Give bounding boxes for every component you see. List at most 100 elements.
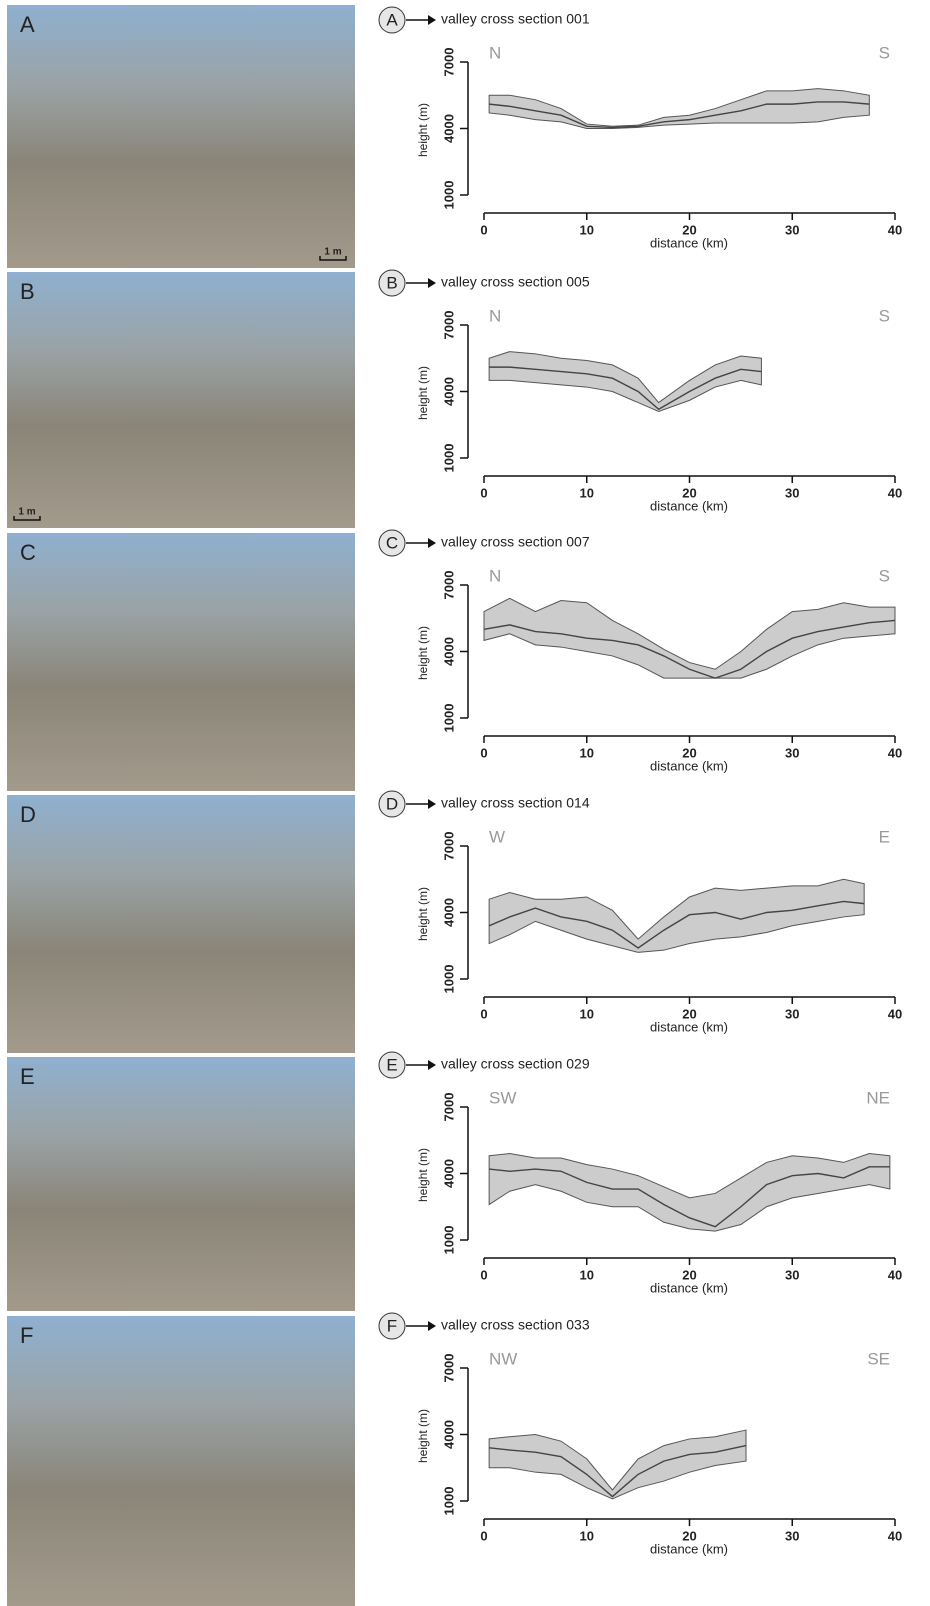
y-tick-label: 1000: [441, 1487, 456, 1516]
direction-left: N: [489, 43, 501, 62]
y-tick-label: 7000: [441, 571, 456, 600]
x-tick-label: 10: [580, 222, 594, 237]
x-tick-label: 0: [480, 1528, 487, 1543]
x-tick-label: 0: [480, 485, 487, 500]
direction-left: W: [489, 827, 505, 846]
direction-right: E: [879, 827, 890, 846]
chart-title: valley cross section 007: [441, 534, 590, 550]
y-tick-label: 1000: [441, 1226, 456, 1255]
chart-title: valley cross section 005: [441, 274, 590, 290]
photo-letter: B: [20, 279, 35, 304]
x-tick-label: 40: [888, 745, 902, 760]
x-axis-label: distance (km): [650, 758, 728, 773]
direction-right: SE: [867, 1349, 890, 1368]
chart-title: valley cross section 001: [441, 11, 590, 27]
direction-left: N: [489, 306, 501, 325]
x-axis-label: distance (km): [650, 498, 728, 513]
photo-letter: C: [20, 540, 36, 565]
y-tick-label: 4000: [441, 637, 456, 666]
x-tick-label: 40: [888, 1528, 902, 1543]
photo-letter: E: [20, 1064, 35, 1089]
x-tick-label: 30: [785, 1528, 799, 1543]
direction-left: SW: [489, 1088, 516, 1107]
chart-title: valley cross section 014: [441, 795, 590, 811]
arrow-head: [428, 538, 436, 548]
x-tick-label: 0: [480, 1006, 487, 1021]
chart-title: valley cross section 029: [441, 1056, 590, 1072]
y-tick-label: 4000: [441, 1420, 456, 1449]
arrow-head: [428, 799, 436, 809]
arrow-head: [428, 278, 436, 288]
y-tick-label: 4000: [441, 898, 456, 927]
direction-right: S: [879, 306, 890, 325]
x-tick-label: 10: [580, 485, 594, 500]
figure: A1 m100040007000010203040distance (km)he…: [0, 0, 930, 1606]
photo: [7, 5, 355, 268]
x-tick-label: 30: [785, 745, 799, 760]
y-axis-label: height (m): [416, 366, 430, 420]
photo: [7, 272, 355, 528]
x-axis-label: distance (km): [650, 1019, 728, 1034]
direction-right: S: [879, 566, 890, 585]
x-tick-label: 40: [888, 1267, 902, 1282]
photo: [7, 1057, 355, 1311]
y-tick-label: 1000: [441, 704, 456, 733]
x-axis-label: distance (km): [650, 1541, 728, 1556]
x-axis-label: distance (km): [650, 1280, 728, 1295]
direction-left: N: [489, 566, 501, 585]
y-axis-label: height (m): [416, 1409, 430, 1463]
x-tick-label: 40: [888, 1006, 902, 1021]
x-tick-label: 0: [480, 745, 487, 760]
x-tick-label: 0: [480, 1267, 487, 1282]
x-tick-label: 30: [785, 1006, 799, 1021]
photo: [7, 795, 355, 1053]
y-axis-label: height (m): [416, 103, 430, 157]
x-tick-label: 0: [480, 222, 487, 237]
arrow-head: [428, 1060, 436, 1070]
y-tick-label: 4000: [441, 1159, 456, 1188]
y-tick-label: 7000: [441, 311, 456, 340]
y-axis-label: height (m): [416, 626, 430, 680]
band: [489, 879, 864, 952]
arrow-head: [428, 15, 436, 25]
x-tick-label: 10: [580, 1006, 594, 1021]
photo-letter: A: [20, 12, 35, 37]
direction-right: NE: [866, 1088, 890, 1107]
x-axis-label: distance (km): [650, 235, 728, 250]
x-tick-label: 10: [580, 1528, 594, 1543]
panel-badge-letter: B: [386, 273, 397, 292]
arrow-head: [428, 1321, 436, 1331]
panel-badge-letter: A: [386, 10, 398, 29]
y-axis-label: height (m): [416, 1148, 430, 1202]
scale-bar-label: 1 m: [324, 247, 341, 258]
y-tick-label: 7000: [441, 832, 456, 861]
photo-letter: D: [20, 802, 36, 827]
y-tick-label: 1000: [441, 965, 456, 994]
band: [489, 1430, 746, 1499]
band: [489, 89, 869, 129]
y-tick-label: 1000: [441, 181, 456, 210]
y-axis-label: height (m): [416, 887, 430, 941]
x-tick-label: 30: [785, 222, 799, 237]
y-tick-label: 7000: [441, 1354, 456, 1383]
y-tick-label: 7000: [441, 1093, 456, 1122]
chart-title: valley cross section 033: [441, 1317, 590, 1333]
direction-left: NW: [489, 1349, 517, 1368]
y-tick-label: 4000: [441, 114, 456, 143]
panel-badge-letter: D: [386, 794, 398, 813]
band: [489, 1154, 890, 1232]
y-tick-label: 4000: [441, 377, 456, 406]
band: [489, 352, 761, 412]
panel-badge-letter: E: [386, 1055, 397, 1074]
x-tick-label: 30: [785, 485, 799, 500]
scale-bar-label: 1 m: [18, 507, 35, 518]
photo: [7, 1316, 355, 1606]
y-tick-label: 7000: [441, 48, 456, 77]
x-tick-label: 10: [580, 745, 594, 760]
y-tick-label: 1000: [441, 444, 456, 473]
direction-right: S: [879, 43, 890, 62]
x-tick-label: 30: [785, 1267, 799, 1282]
panel-badge-letter: C: [386, 533, 398, 552]
panel-badge-letter: F: [387, 1316, 397, 1335]
band: [484, 598, 895, 678]
